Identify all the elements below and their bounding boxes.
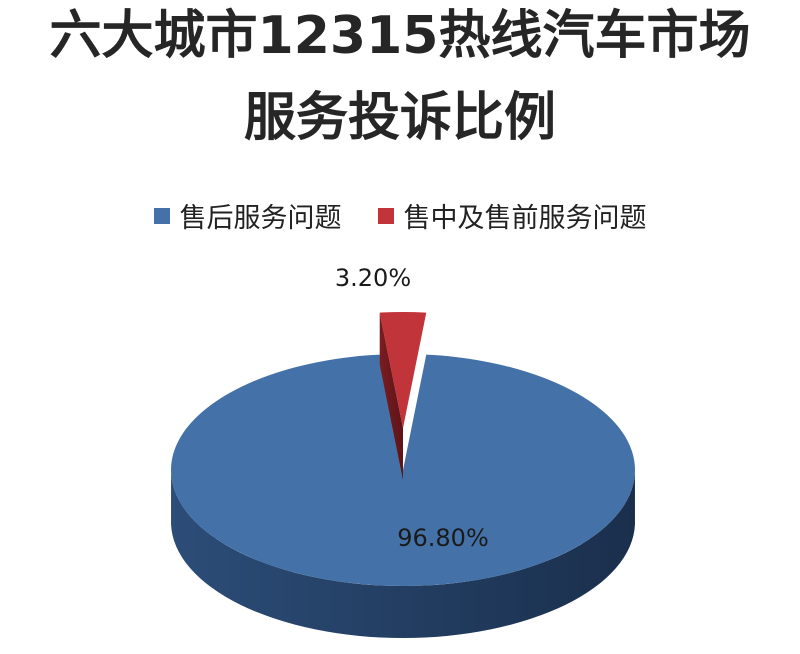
legend-entry-pre-sales: 售中及售前服务问题 <box>377 196 647 235</box>
chart-title-line-2: 服务投诉比例 <box>243 88 556 148</box>
legend-label-after-sales: 售后服务问题 <box>179 203 342 234</box>
data-label-pre-sales: 3.20% <box>335 264 411 292</box>
chart-legend: 售后服务问题 售中及售前服务问题 <box>0 196 800 235</box>
legend-entry-after-sales: 售后服务问题 <box>153 196 342 235</box>
pie-slice-pre-sales-side <box>379 312 403 480</box>
legend-swatch-pre-sales <box>377 207 394 224</box>
legend-label-pre-sales: 售中及售前服务问题 <box>403 203 647 234</box>
pie-slice-after-sales-side <box>171 472 635 639</box>
data-label-after-sales: 96.80% <box>397 524 489 552</box>
pie-slice-pre-sales <box>379 312 427 428</box>
chart-title-line-1: 六大城市12315热线汽车市场 <box>49 6 751 66</box>
legend-swatch-after-sales <box>153 207 170 224</box>
